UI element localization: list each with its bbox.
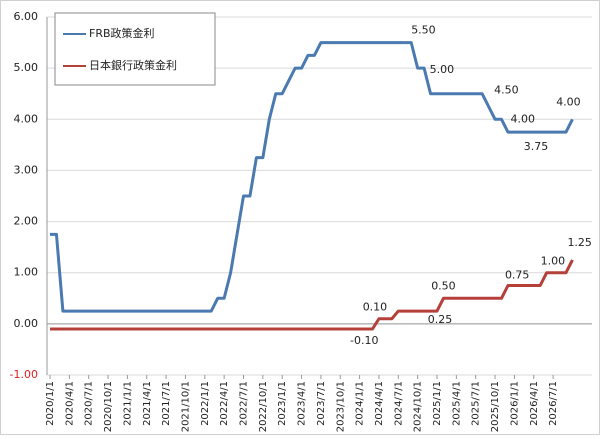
y-tick-label: 3.00 [14, 163, 39, 176]
data-label: 0.50 [431, 279, 456, 292]
x-tick-label: 2022/10/1 [258, 381, 269, 432]
data-label: 4.00 [511, 112, 536, 125]
legend-box [54, 12, 216, 86]
x-tick-label: 2022/7/1 [239, 381, 250, 426]
y-tick-label: 6.00 [14, 10, 39, 23]
y-tick-label: 5.00 [14, 61, 39, 74]
data-label: 0.75 [505, 269, 530, 282]
data-label: 1.25 [567, 236, 592, 249]
data-label: 5.50 [411, 24, 436, 37]
data-label: -0.10 [350, 334, 378, 347]
x-tick-label: 2021/7/1 [161, 381, 172, 426]
x-tick-label: 2025/4/1 [451, 381, 462, 426]
data-label: 0.10 [363, 301, 388, 314]
y-tick-label: 0.00 [14, 317, 39, 330]
y-tick-label: 2.00 [14, 215, 39, 228]
x-tick-label: 2024/7/1 [393, 381, 404, 426]
x-tick-label: 2026/7/1 [548, 381, 559, 426]
data-label: 4.00 [556, 95, 581, 108]
x-tick-label: 2026/1/1 [509, 381, 520, 426]
data-label: 3.75 [524, 140, 549, 153]
x-tick-label: 2021/4/1 [142, 381, 153, 426]
y-tick-label: 4.00 [14, 112, 39, 125]
x-tick-label: 2022/4/1 [219, 381, 230, 426]
x-tick-label: 2025/1/1 [432, 381, 443, 426]
x-tick-label: 2024/1/1 [355, 381, 366, 426]
series-line [50, 41, 574, 313]
x-tick-label: 2020/4/1 [64, 381, 75, 426]
data-label: 5.00 [430, 63, 455, 76]
x-tick-label: 2021/1/1 [122, 381, 133, 426]
x-tick-label: 2023/4/1 [297, 381, 308, 426]
x-tick-label: 2025/10/1 [490, 381, 501, 432]
x-tick-label: 2025/7/1 [471, 381, 482, 426]
x-tick-label: 2020/7/1 [84, 381, 95, 426]
data-label: 0.25 [428, 313, 453, 326]
x-tick-label: 2026/4/1 [529, 381, 540, 426]
x-tick-label: 2021/10/1 [180, 381, 191, 432]
x-tick-label: 2024/10/1 [413, 381, 424, 432]
x-tick-label: 2023/10/1 [335, 381, 346, 432]
y-tick-label: 1.00 [14, 266, 39, 279]
x-tick-label: 2022/1/1 [200, 381, 211, 426]
data-label: 4.50 [494, 84, 519, 97]
x-tick-label: 2020/1/1 [45, 381, 56, 426]
x-tick-label: 2020/10/1 [103, 381, 114, 432]
x-tick-label: 2024/4/1 [374, 381, 385, 426]
legend-label: 日本銀行政策金利 [89, 58, 177, 72]
data-label: 1.00 [541, 255, 566, 268]
y-tick-label: -1.00 [10, 368, 38, 381]
legend-label: FRB政策金利 [89, 26, 155, 40]
series-line [50, 259, 574, 331]
x-tick-label: 2023/1/1 [277, 381, 288, 426]
x-tick-label: 2023/7/1 [316, 381, 327, 426]
